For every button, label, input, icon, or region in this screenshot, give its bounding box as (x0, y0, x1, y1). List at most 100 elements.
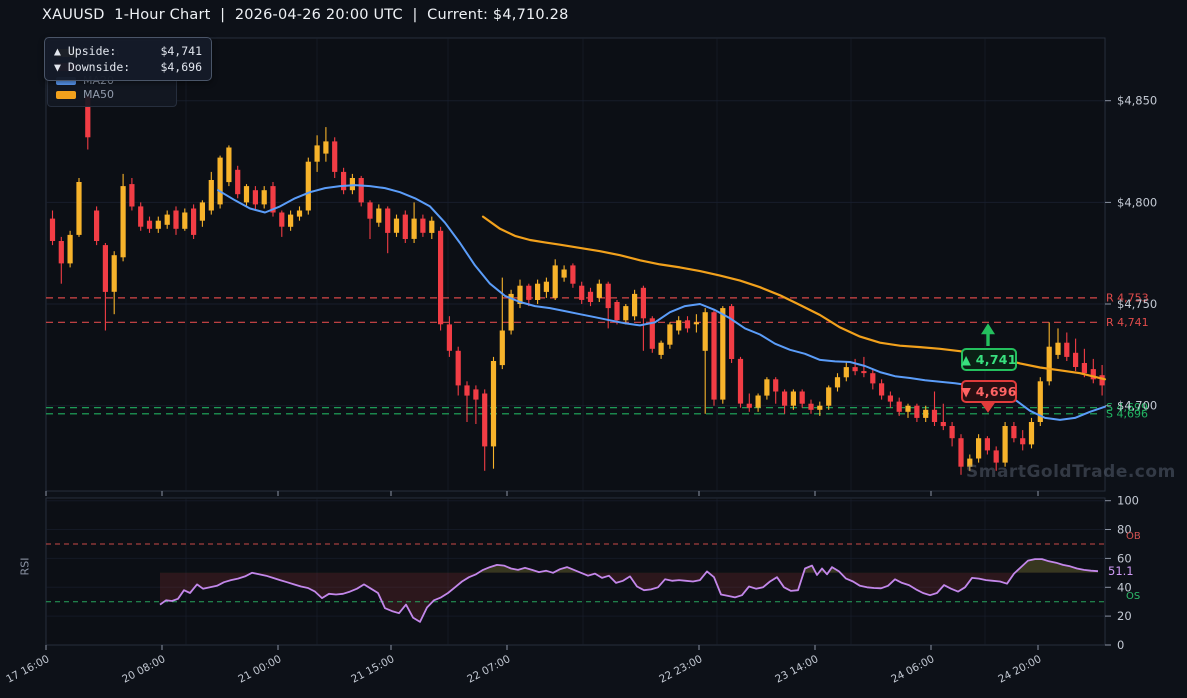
upside-label: ▲ Upside: (54, 44, 117, 58)
candle-body (543, 281, 549, 292)
candle-body (799, 391, 805, 404)
candle-body (870, 373, 876, 384)
up-triangle-icon: ▲ (54, 44, 61, 58)
candle-body (623, 306, 629, 321)
price-tick-label: $4,800 (1117, 195, 1157, 209)
x-tick-label: 24 06:00 (889, 653, 936, 686)
upside-target-badge: ▲ 4,741 (961, 348, 1017, 371)
x-tick-label: 17 16:00 (4, 653, 51, 686)
candle-body (640, 287, 646, 319)
candle-body (993, 450, 999, 463)
candle-body (349, 178, 355, 191)
candle-body (967, 458, 973, 467)
candle-body (464, 385, 470, 396)
candle-body (217, 157, 223, 205)
candle-body (490, 361, 497, 447)
price-panel (45, 37, 1106, 492)
candle-body (587, 291, 594, 302)
candle-body (755, 395, 761, 408)
rsi-tick-label: 60 (1117, 551, 1132, 565)
candle-body (552, 265, 558, 298)
candle-body (1055, 342, 1061, 355)
candle-body (843, 367, 849, 378)
candle-body (305, 161, 311, 211)
candle-body (887, 395, 893, 402)
candle-body (446, 324, 452, 351)
x-tick-label: 21 00:00 (236, 653, 283, 686)
candle-body (1081, 363, 1087, 374)
candle-body (923, 409, 929, 418)
candle-body (852, 367, 858, 372)
candle-body (102, 245, 108, 292)
candle-body (191, 208, 197, 235)
candle-body (226, 147, 232, 183)
candle-body (1011, 426, 1017, 439)
downside-target-badge: ▼ 4,696 (961, 380, 1017, 403)
rsi-tick-label: 40 (1117, 580, 1132, 594)
resistance-label: R 4,741 (1106, 316, 1149, 329)
candle-body (1046, 346, 1052, 382)
candle-body (1090, 369, 1096, 380)
candle-body (138, 206, 144, 227)
candle-body (561, 269, 567, 278)
rsi-line (159, 558, 1099, 623)
candle-body (120, 186, 126, 258)
watermark: SmartGoldTrade.com (966, 462, 1176, 482)
candle-body (111, 255, 117, 292)
candle-body (1064, 342, 1070, 357)
candle-body (76, 182, 82, 235)
candle-body (270, 186, 276, 213)
x-tick-label: 20 08:00 (120, 653, 167, 686)
upside-value: $4,741 (160, 44, 202, 58)
candle-body (1020, 438, 1026, 445)
candle-body (896, 401, 902, 412)
candle-body (252, 190, 258, 205)
candle-body (341, 171, 347, 191)
candle-body (570, 265, 576, 284)
candle-body (976, 438, 982, 459)
rsi-tick-label: 0 (1117, 638, 1124, 652)
candle-body (834, 377, 841, 388)
downside-row: ▼ Downside: $4,696 (54, 59, 202, 75)
candle-body (473, 389, 479, 400)
overbought-label: OB (1126, 531, 1141, 542)
upside-row: ▲ Upside: $4,741 (54, 43, 202, 59)
candle-body (288, 214, 294, 227)
candle-body (711, 312, 717, 400)
candle-body (429, 220, 435, 233)
candle-body (879, 383, 885, 396)
candle-body (1028, 422, 1035, 445)
rsi-axis-title: RSI (18, 557, 32, 576)
x-tick-label: 24 20:00 (996, 653, 1043, 686)
candle-body (729, 306, 735, 359)
candle-body (658, 342, 664, 355)
legend-item-ma50: MA50 (56, 88, 168, 101)
candle-body (49, 218, 56, 241)
candle-body (614, 302, 620, 321)
candle-body (182, 212, 188, 229)
candle-body (1073, 352, 1079, 367)
candle-body (164, 214, 170, 225)
candle-body (1002, 426, 1008, 463)
resistance-label: R 4,753 (1106, 291, 1149, 304)
candle-body (438, 230, 444, 325)
upside-arrow-icon (981, 323, 995, 346)
candle-body (58, 241, 64, 264)
candle-body (526, 285, 532, 300)
candle-body (517, 285, 523, 304)
rsi-current-value: 51.1 (1108, 564, 1134, 578)
candle-body (482, 393, 488, 447)
candle-body (358, 178, 364, 203)
candle-body (67, 234, 73, 264)
candle-body (808, 403, 814, 410)
candle-body (667, 324, 673, 345)
rsi-tick-label: 80 (1117, 523, 1132, 537)
oversold-label: OS (1126, 591, 1141, 602)
candle-body (817, 405, 823, 410)
rsi-panel (45, 497, 1106, 646)
support-label: S 4,699 (1106, 401, 1148, 414)
candle-body (199, 202, 205, 221)
chart-title: XAUUSD 1-Hour Chart | 2026-04-26 20:00 U… (42, 7, 569, 23)
candle-body (861, 371, 867, 374)
